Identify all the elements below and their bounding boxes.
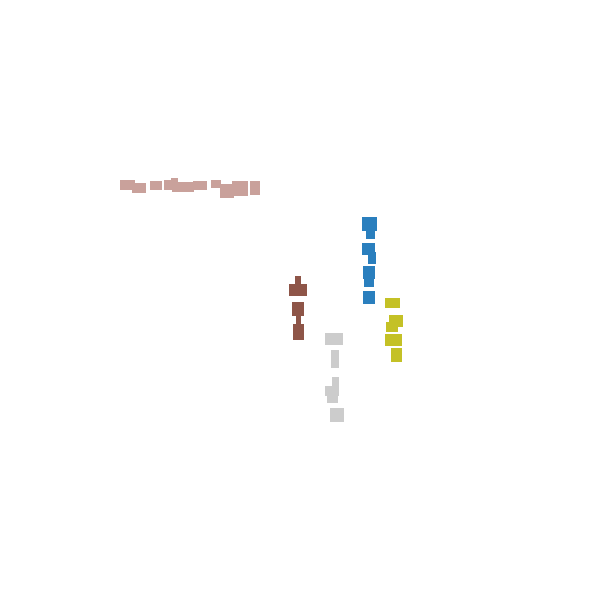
blue-fragment	[364, 277, 374, 287]
olive-fragment	[385, 298, 400, 308]
blue-fragment	[362, 217, 377, 231]
brown-column-group	[289, 276, 307, 340]
rose-stroke-group	[120, 178, 260, 198]
brown-fragment	[296, 314, 301, 324]
blue-fragment	[366, 230, 375, 239]
gray-fragment	[327, 394, 338, 403]
rose-fragment	[220, 184, 234, 198]
rose-fragment	[120, 180, 135, 190]
rose-fragment	[232, 181, 248, 196]
rose-fragment	[172, 182, 194, 192]
brown-fragment	[293, 324, 304, 340]
blue-fragment	[363, 291, 375, 304]
rose-fragment	[132, 183, 146, 193]
olive-fragment	[386, 322, 398, 332]
rose-fragment	[211, 180, 221, 188]
rose-fragment	[171, 178, 178, 184]
gray-column-group	[325, 333, 344, 422]
gray-fragment	[331, 350, 339, 368]
rose-fragment	[150, 181, 162, 190]
gray-fragment	[330, 408, 344, 422]
gray-fragment	[325, 333, 343, 345]
blue-fragment	[363, 266, 375, 279]
rose-fragment	[250, 181, 260, 195]
olive-column-group	[385, 298, 403, 362]
brown-fragment	[295, 276, 301, 286]
blue-column-group	[362, 217, 377, 304]
brown-fragment	[289, 284, 307, 296]
rose-fragment	[164, 180, 172, 190]
olive-fragment	[385, 334, 402, 346]
olive-fragment	[391, 348, 402, 362]
rose-fragment	[193, 181, 207, 190]
brown-fragment	[292, 302, 304, 316]
gray-fragment	[332, 377, 339, 388]
gray-fragment	[325, 386, 339, 396]
blue-fragment	[368, 252, 376, 264]
